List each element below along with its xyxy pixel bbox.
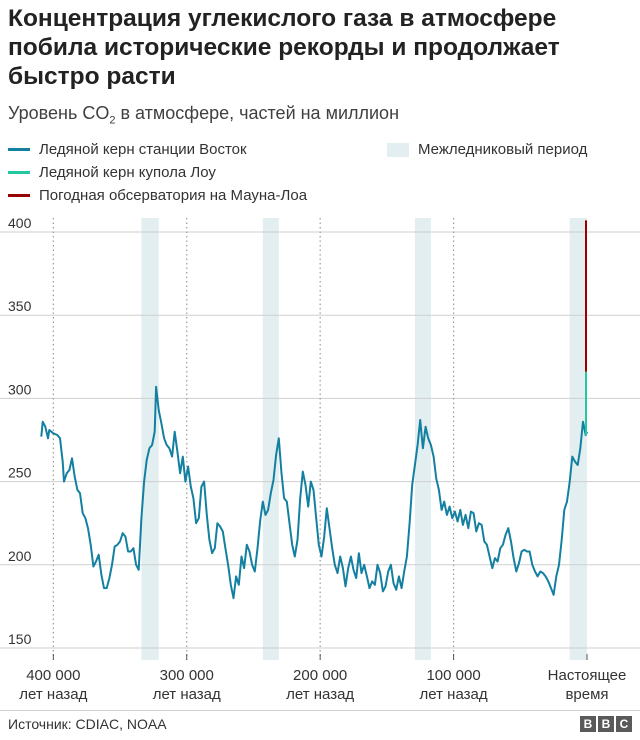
interglacial-band <box>569 218 587 660</box>
bbc-logo: B B C <box>580 716 632 732</box>
x-tick-label: лет назад <box>420 686 488 703</box>
bbc-logo-letter: B <box>598 716 614 732</box>
x-tick-label: 400 000 <box>26 667 80 684</box>
legend-label-vostok: Ледяной керн станции Восток <box>39 141 247 158</box>
y-tick-label: 300 <box>8 381 32 397</box>
co2-line-chart: 150 200 250 300 350 400 400 000 лет назад 300 00… <box>0 215 640 703</box>
legend-swatch-law-dome <box>8 171 30 174</box>
footer-divider <box>0 710 640 711</box>
source-note: Источник: CDIAC, NOAA <box>8 716 167 732</box>
x-tick-label: 100 000 <box>426 667 480 684</box>
x-tick-label: Настоящее <box>548 667 627 684</box>
y-tick-label: 150 <box>8 631 32 647</box>
interglacial-band <box>262 218 279 660</box>
subtitle-suffix: в атмосфере, частей на миллион <box>115 103 400 123</box>
legend-swatch-vostok <box>8 148 30 151</box>
series-line-vostok <box>40 385 588 600</box>
legend-item-law-dome: Ледяной керн купола Лоу <box>8 164 216 181</box>
x-tick-label: 300 000 <box>160 667 214 684</box>
legend-label-mauna-loa: Погодная обсерватория на Мауна-Лоа <box>39 187 308 204</box>
legend-item-vostok: Ледяной керн станции Восток <box>8 141 247 158</box>
y-tick-label: 200 <box>8 548 32 564</box>
legend-label-interglacial: Межледниковый период <box>418 141 588 158</box>
legend-item-mauna-loa: Погодная обсерватория на Мауна-Лоа <box>8 187 307 204</box>
x-tick-label: 200 000 <box>293 667 347 684</box>
subtitle-prefix: Уровень CO <box>8 103 110 123</box>
legend-swatch-mauna-loa <box>8 194 30 197</box>
subtitle-subscript: 2 <box>109 114 116 127</box>
chart-subtitle: Уровень CO2 в атмосфере, частей на милли… <box>8 103 399 127</box>
x-tick-label: время <box>565 686 608 703</box>
bbc-logo-letter: B <box>580 716 596 732</box>
legend-item-interglacial: Межледниковый период <box>387 141 587 158</box>
y-tick-label: 250 <box>8 465 32 481</box>
x-tick-label: лет назад <box>19 686 87 703</box>
legend-label-law-dome: Ледяной керн купола Лоу <box>39 164 216 181</box>
bbc-logo-letter: C <box>616 716 632 732</box>
y-tick-label: 350 <box>8 298 32 314</box>
x-tick-label: лет назад <box>286 686 354 703</box>
interglacial-band <box>141 218 159 660</box>
y-tick-label: 400 <box>8 215 32 231</box>
chart-title: Концентрация углекислого газа в атмосфер… <box>8 5 560 90</box>
x-tick-label: лет назад <box>153 686 221 703</box>
legend-swatch-interglacial <box>387 142 409 157</box>
